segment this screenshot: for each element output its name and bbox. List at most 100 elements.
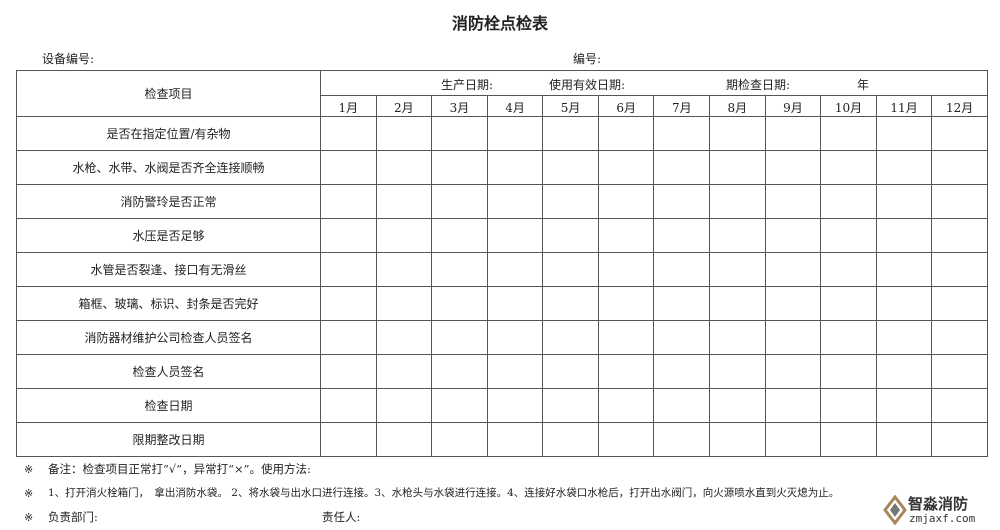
check-cell[interactable]: [764, 218, 822, 253]
check-cell[interactable]: [431, 150, 488, 185]
check-cell[interactable]: [486, 116, 544, 151]
check-cell[interactable]: [931, 286, 988, 321]
check-cell[interactable]: [320, 150, 377, 185]
check-cell[interactable]: [486, 252, 544, 287]
check-cell[interactable]: [820, 218, 877, 253]
check-cell[interactable]: [597, 116, 655, 151]
check-cell[interactable]: [431, 354, 488, 389]
check-cell[interactable]: [542, 218, 599, 253]
check-cell[interactable]: [709, 286, 766, 321]
check-cell[interactable]: [320, 388, 377, 423]
check-cell[interactable]: [486, 388, 544, 423]
check-cell[interactable]: [486, 422, 544, 457]
check-cell[interactable]: [320, 354, 377, 389]
check-cell[interactable]: [375, 320, 433, 355]
check-cell[interactable]: [820, 116, 877, 151]
check-cell[interactable]: [931, 388, 988, 423]
check-cell[interactable]: [431, 388, 488, 423]
check-cell[interactable]: [375, 422, 433, 457]
check-cell[interactable]: [542, 354, 599, 389]
check-cell[interactable]: [375, 150, 433, 185]
check-cell[interactable]: [542, 116, 599, 151]
check-cell[interactable]: [709, 150, 766, 185]
check-cell[interactable]: [764, 116, 822, 151]
check-cell[interactable]: [320, 286, 377, 321]
check-cell[interactable]: [764, 388, 822, 423]
check-cell[interactable]: [597, 252, 655, 287]
check-cell[interactable]: [431, 252, 488, 287]
check-cell[interactable]: [542, 184, 599, 219]
check-cell[interactable]: [486, 320, 544, 355]
check-cell[interactable]: [320, 184, 377, 219]
check-cell[interactable]: [709, 184, 766, 219]
check-cell[interactable]: [486, 286, 544, 321]
check-cell[interactable]: [431, 184, 488, 219]
check-cell[interactable]: [320, 422, 377, 457]
check-cell[interactable]: [931, 354, 988, 389]
check-cell[interactable]: [820, 354, 877, 389]
check-cell[interactable]: [764, 150, 822, 185]
check-cell[interactable]: [597, 150, 655, 185]
check-cell[interactable]: [820, 252, 877, 287]
check-cell[interactable]: [597, 388, 655, 423]
check-cell[interactable]: [764, 286, 822, 321]
check-cell[interactable]: [820, 150, 877, 185]
check-cell[interactable]: [653, 422, 711, 457]
check-cell[interactable]: [320, 116, 377, 151]
check-cell[interactable]: [709, 116, 766, 151]
check-cell[interactable]: [597, 286, 655, 321]
check-cell[interactable]: [931, 252, 988, 287]
check-cell[interactable]: [653, 320, 711, 355]
check-cell[interactable]: [764, 252, 822, 287]
check-cell[interactable]: [653, 218, 711, 253]
check-cell[interactable]: [320, 252, 377, 287]
check-cell[interactable]: [431, 116, 488, 151]
check-cell[interactable]: [764, 184, 822, 219]
check-cell[interactable]: [875, 218, 933, 253]
check-cell[interactable]: [653, 286, 711, 321]
check-cell[interactable]: [597, 422, 655, 457]
check-cell[interactable]: [931, 116, 988, 151]
check-cell[interactable]: [875, 320, 933, 355]
check-cell[interactable]: [431, 286, 488, 321]
check-cell[interactable]: [709, 422, 766, 457]
check-cell[interactable]: [653, 150, 711, 185]
check-cell[interactable]: [875, 388, 933, 423]
check-cell[interactable]: [597, 354, 655, 389]
check-cell[interactable]: [875, 354, 933, 389]
check-cell[interactable]: [320, 320, 377, 355]
check-cell[interactable]: [542, 388, 599, 423]
check-cell[interactable]: [597, 218, 655, 253]
check-cell[interactable]: [431, 320, 488, 355]
check-cell[interactable]: [375, 116, 433, 151]
check-cell[interactable]: [597, 320, 655, 355]
check-cell[interactable]: [431, 218, 488, 253]
check-cell[interactable]: [820, 286, 877, 321]
check-cell[interactable]: [431, 422, 488, 457]
check-cell[interactable]: [653, 252, 711, 287]
check-cell[interactable]: [486, 218, 544, 253]
check-cell[interactable]: [820, 184, 877, 219]
check-cell[interactable]: [486, 150, 544, 185]
check-cell[interactable]: [709, 388, 766, 423]
check-cell[interactable]: [542, 150, 599, 185]
check-cell[interactable]: [931, 320, 988, 355]
check-cell[interactable]: [931, 422, 988, 457]
check-cell[interactable]: [375, 354, 433, 389]
check-cell[interactable]: [875, 422, 933, 457]
check-cell[interactable]: [931, 150, 988, 185]
check-cell[interactable]: [709, 252, 766, 287]
check-cell[interactable]: [486, 354, 544, 389]
check-cell[interactable]: [653, 388, 711, 423]
check-cell[interactable]: [653, 184, 711, 219]
check-cell[interactable]: [764, 354, 822, 389]
check-cell[interactable]: [597, 184, 655, 219]
check-cell[interactable]: [542, 320, 599, 355]
check-cell[interactable]: [709, 320, 766, 355]
check-cell[interactable]: [820, 388, 877, 423]
check-cell[interactable]: [820, 422, 877, 457]
check-cell[interactable]: [709, 218, 766, 253]
check-cell[interactable]: [709, 354, 766, 389]
check-cell[interactable]: [820, 320, 877, 355]
check-cell[interactable]: [375, 218, 433, 253]
